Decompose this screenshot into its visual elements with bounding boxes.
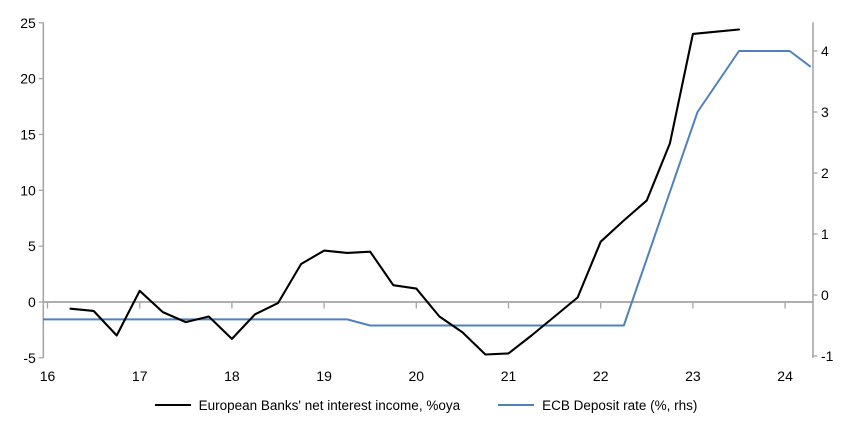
x-axis-tick-label: 18 — [224, 368, 240, 384]
x-axis-tick-label: 22 — [593, 368, 609, 384]
left-axis-tick-label: 5 — [28, 238, 36, 254]
chart-legend: European Banks' net interest income, %oy… — [0, 393, 852, 417]
x-axis-tick-label: 20 — [409, 368, 425, 384]
left-axis-tick-label: 10 — [20, 182, 36, 198]
legend-item-ecb: ECB Deposit rate (%, rhs) — [498, 398, 697, 413]
left-axis-tick-label: 25 — [20, 15, 36, 31]
x-axis-tick-label: 19 — [316, 368, 332, 384]
right-axis-tick-label: 2 — [821, 165, 829, 181]
right-axis-tick-label: -1 — [821, 348, 834, 364]
left-axis-tick-label: -5 — [23, 350, 36, 366]
x-axis-tick-label: 16 — [40, 368, 56, 384]
left-axis-tick-label: 20 — [20, 71, 36, 87]
left-axis-tick-label: 15 — [20, 126, 36, 142]
x-axis-tick-label: 23 — [685, 368, 701, 384]
series-line-ecb-deposit-rate — [42, 50, 811, 327]
right-axis-tick-label: 1 — [821, 226, 829, 242]
legend-swatch-black-line — [154, 404, 191, 406]
series-line-net-interest-income — [69, 28, 741, 356]
x-axis-tick-label: 21 — [501, 368, 517, 384]
legend-label-nii: European Banks' net interest income, %oy… — [198, 397, 461, 413]
legend-swatch-blue-line — [498, 404, 535, 406]
right-axis-tick-label: 4 — [821, 43, 829, 59]
legend-label-ecb: ECB Deposit rate (%, rhs) — [542, 397, 698, 413]
left-axis-tick-label: 0 — [28, 294, 36, 310]
x-axis-tick-label: 24 — [777, 368, 793, 384]
x-axis-tick-label: 17 — [132, 368, 148, 384]
right-axis-tick-label: 3 — [821, 104, 829, 120]
right-axis-tick-label: 0 — [821, 287, 829, 303]
legend-item-nii: European Banks' net interest income, %oy… — [154, 397, 461, 413]
